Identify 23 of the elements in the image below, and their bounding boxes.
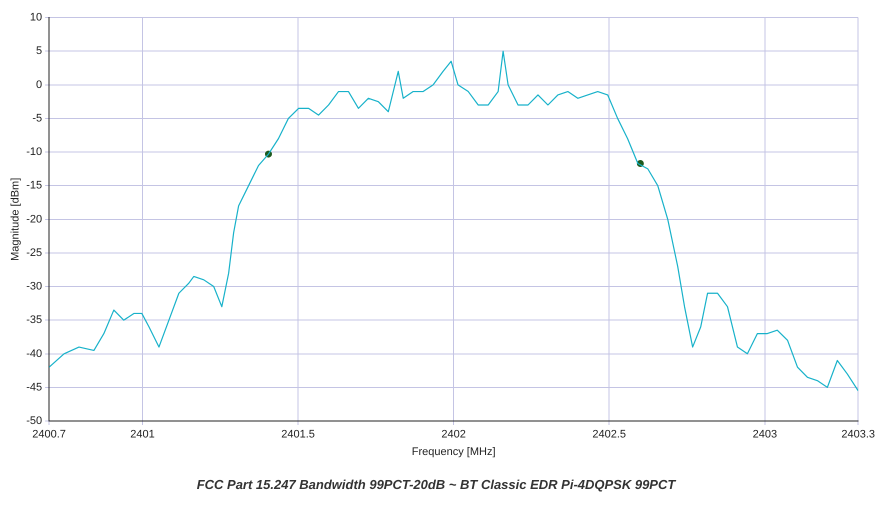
y-tick-label: 10 (30, 12, 42, 24)
x-tick-label: 2403.3 (841, 428, 876, 441)
text: FCC Part 15.247 Bandwidth 99PCT-20dB ~ BT Classic EDR Pi-4DQPSK 99PCT (196, 476, 676, 492)
y-tick-label: -15 (26, 180, 42, 192)
x-tick-label: 2401.5 (281, 428, 315, 441)
x-tick-label: 2402 (441, 428, 466, 441)
y-tick-label: -50 (26, 415, 42, 428)
y-tick-label: -35 (26, 314, 42, 326)
y-tick-label: -20 (26, 213, 42, 226)
y-tick-label: -45 (26, 381, 42, 394)
y-tick-label: 5 (36, 45, 42, 58)
x-tick-label: 2401 (130, 428, 155, 441)
y-axis-title: Magnitude [dBm] (10, 178, 22, 261)
y-tick-label: 0 (36, 78, 42, 91)
y-tick-label: -40 (26, 348, 42, 360)
x-tick-label: 2402.5 (592, 428, 626, 441)
x-axis-title: Frequency [MHz] (412, 446, 496, 458)
y-tick-label: -5 (32, 112, 42, 124)
y-tick-label: -30 (26, 280, 42, 293)
x-tick-label: 2403 (752, 428, 778, 441)
y-tick-label: -10 (26, 146, 42, 158)
x-tick-label: 2400.7 (32, 428, 66, 441)
y-tick-label: -25 (26, 246, 42, 259)
